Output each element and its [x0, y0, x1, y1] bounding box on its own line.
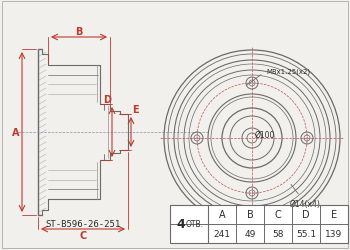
Text: 49: 49 [244, 229, 256, 238]
Text: 139: 139 [326, 229, 343, 238]
Text: D: D [103, 94, 111, 104]
Text: E: E [132, 104, 138, 115]
Text: C: C [275, 210, 281, 220]
Text: B: B [247, 210, 253, 220]
Text: Ø14(x4): Ø14(x4) [290, 184, 321, 208]
Text: A: A [12, 128, 20, 138]
Bar [170, 205, 348, 243]
Text: Ø100: Ø100 [255, 130, 275, 139]
Text: A: A [219, 210, 225, 220]
Text: 55.1: 55.1 [296, 229, 316, 238]
Text: 241: 241 [214, 229, 231, 238]
Text: ОТВ.: ОТВ. [186, 220, 204, 228]
Bar [170, 205, 348, 243]
Text: C: C [79, 230, 87, 240]
Text: ST-B596-26-251: ST-B596-26-251 [46, 220, 121, 228]
Text: M8x1.25(x2): M8x1.25(x2) [246, 68, 310, 86]
Text: 58: 58 [272, 229, 284, 238]
Text: D: D [302, 210, 310, 220]
Text: B: B [75, 27, 83, 37]
Text: 4: 4 [176, 218, 185, 230]
Text: E: E [331, 210, 337, 220]
